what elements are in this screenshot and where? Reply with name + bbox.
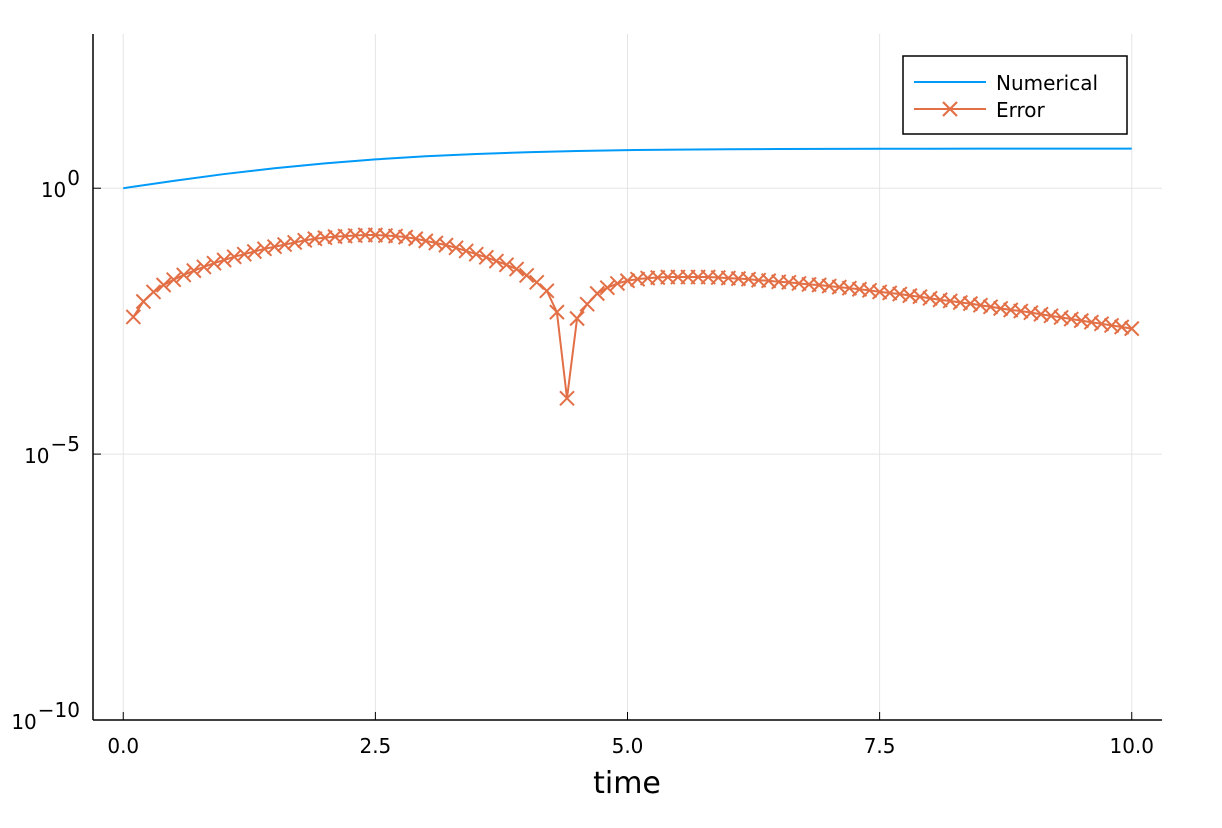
error-point bbox=[236, 246, 252, 262]
legend-label-error: Error bbox=[996, 98, 1046, 122]
y-tick-base: 10 bbox=[11, 710, 36, 734]
legend-box bbox=[902, 55, 1128, 135]
error-point bbox=[186, 262, 202, 279]
series-numerical bbox=[123, 147, 1132, 190]
legend-marker-error bbox=[942, 101, 958, 117]
x-tick-label: 0.0 bbox=[107, 734, 139, 758]
y-tick-base: 10 bbox=[41, 178, 66, 202]
error-point bbox=[226, 249, 242, 265]
error-point bbox=[488, 253, 505, 269]
error-point bbox=[529, 274, 545, 291]
y-tick-label: −510 bbox=[24, 432, 80, 468]
error-point bbox=[155, 277, 172, 293]
y-tick-exponent: −5 bbox=[51, 432, 80, 456]
error-point bbox=[458, 243, 474, 259]
error-point bbox=[216, 252, 232, 268]
error-point bbox=[286, 234, 303, 251]
error-point bbox=[276, 236, 293, 253]
x-tick-label: 5.0 bbox=[612, 734, 644, 758]
x-tick-label: 10.0 bbox=[1109, 734, 1154, 758]
error-point bbox=[438, 237, 454, 253]
error-point bbox=[256, 241, 273, 257]
error-point bbox=[246, 243, 263, 260]
series-line-numerical bbox=[123, 147, 1132, 190]
x-tick-label: 7.5 bbox=[864, 734, 896, 758]
error-point bbox=[518, 267, 535, 284]
x-tick-label: 2.5 bbox=[359, 734, 391, 758]
legend-label-numerical: Numerical bbox=[996, 71, 1098, 95]
error-point bbox=[176, 267, 192, 283]
error-point bbox=[266, 239, 283, 255]
error-point bbox=[206, 255, 222, 271]
error-point bbox=[498, 257, 515, 273]
error-point bbox=[609, 275, 626, 292]
error-point bbox=[468, 246, 484, 262]
y-tick-base: 10 bbox=[24, 444, 49, 468]
error-point bbox=[599, 279, 616, 296]
error-point bbox=[418, 233, 434, 249]
error-point bbox=[428, 235, 444, 251]
error-point bbox=[589, 285, 605, 302]
error-point bbox=[145, 284, 162, 300]
error-point bbox=[539, 283, 555, 299]
error-point bbox=[1124, 320, 1140, 337]
error-point bbox=[448, 240, 464, 256]
error-point bbox=[569, 310, 585, 327]
series-layer bbox=[123, 147, 1140, 406]
legend: Numerical Error bbox=[902, 55, 1128, 135]
x-axis-title: time bbox=[593, 766, 661, 801]
y-tick-exponent: −10 bbox=[38, 698, 80, 722]
error-point bbox=[478, 249, 495, 266]
error-point bbox=[125, 309, 142, 325]
error-point bbox=[549, 304, 565, 320]
error-point bbox=[196, 259, 212, 275]
y-tick-label: 010 bbox=[41, 166, 80, 202]
error-point bbox=[559, 390, 575, 406]
y-tick-exponent: 0 bbox=[67, 166, 80, 190]
series-error bbox=[125, 227, 1140, 406]
error-point bbox=[508, 261, 525, 277]
grid-lines bbox=[93, 34, 1162, 721]
series-line-error bbox=[132, 234, 1132, 400]
error-point bbox=[165, 271, 182, 288]
